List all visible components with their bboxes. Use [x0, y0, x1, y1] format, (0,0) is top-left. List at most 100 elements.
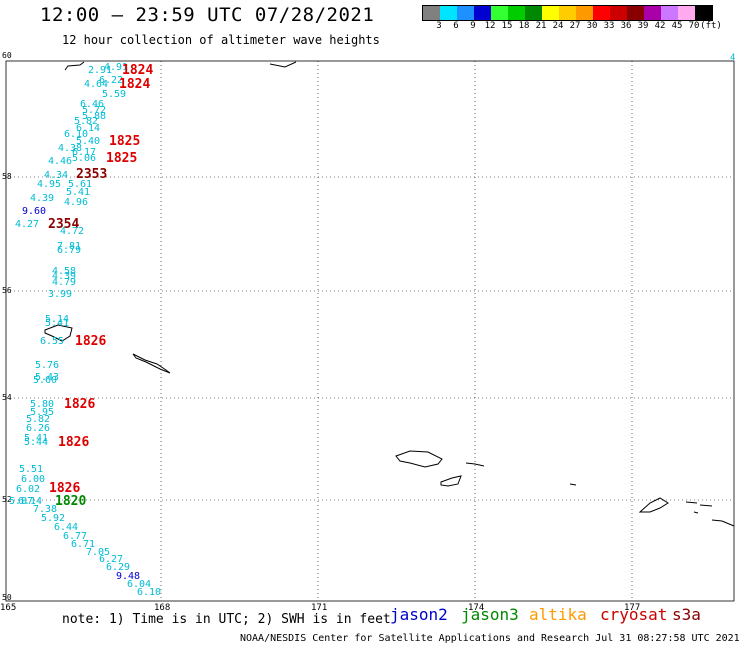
wave-height-observation: 1825	[109, 134, 140, 149]
coastlines	[44, 61, 735, 527]
colorbar-swatch	[695, 6, 712, 20]
colorbar-label: 42	[654, 21, 666, 31]
wave-height-observation: 6.77	[63, 531, 87, 542]
colorbar-swatch	[661, 6, 678, 20]
colorbar-label: 3	[436, 21, 442, 31]
map-title: 12:00 – 23:59 UTC 07/28/2021	[40, 4, 375, 26]
wave-height-observation: 1826	[58, 435, 89, 450]
colorbar-label: 15	[501, 21, 513, 31]
wave-height-observation: 4.96	[64, 197, 88, 208]
island-semichi	[440, 475, 462, 487]
latitude-label: 60	[2, 51, 12, 60]
coastline-north	[269, 61, 297, 68]
wave-height-observation: 6.46	[80, 99, 104, 110]
edge-label: 4	[730, 53, 736, 63]
latitude-label: 56	[2, 286, 12, 295]
wave-height-observation: 2.91	[88, 65, 112, 76]
wave-height-observation: 6.14	[76, 123, 100, 134]
wave-height-observation: 5.40	[76, 136, 100, 147]
wave-height-observation: 5.80	[30, 399, 54, 410]
colorbar-label: 27	[569, 21, 581, 31]
colorbar-label: 36	[620, 21, 632, 31]
wave-height-observation: 5.95	[30, 407, 54, 418]
longitude-label: 165	[0, 603, 16, 613]
colorbar-label: 30	[586, 21, 598, 31]
wave-height-observation: 9.48	[116, 571, 140, 582]
island-kiska	[638, 497, 669, 513]
colorbar-label: 33	[603, 21, 615, 31]
map-subtitle: 12 hour collection of altimeter wave hei…	[62, 33, 380, 47]
colorbar-swatch	[576, 6, 593, 20]
legend-jason3: jason3	[461, 605, 519, 624]
latitude-label: 52	[2, 495, 12, 504]
colorbar-label: 9	[470, 21, 476, 31]
wave-height-observation: 1826	[49, 481, 80, 496]
latitude-labels: 60 58 56 54 52 50	[2, 51, 12, 602]
colorbar-label: 18	[518, 21, 530, 31]
colorbar-swatch	[593, 6, 610, 20]
wave-height-observation: 5.06	[72, 153, 96, 164]
islet-4	[693, 511, 699, 514]
wave-height-observation: 1824	[122, 63, 153, 78]
wave-height-observation: 4.34	[44, 170, 68, 181]
island-agattu	[465, 462, 485, 467]
wave-height-observation: 6.55	[40, 336, 64, 347]
map-grid	[6, 61, 734, 601]
wave-height-observation: 6.00	[21, 474, 45, 485]
islet-2	[685, 501, 698, 504]
wave-height-observation: 6.26	[26, 423, 50, 434]
latitude-label: 58	[2, 172, 12, 181]
wave-height-observation: 6.14	[18, 496, 42, 507]
colorbar-label: 24	[552, 21, 564, 31]
legend-cryosat: cryosat	[600, 605, 668, 624]
wave-height-observation: 4.46	[48, 156, 72, 167]
colorbar-label: 6	[453, 21, 459, 31]
wave-height-observation: 6.04	[127, 579, 151, 590]
wave-height-observation: 6.79	[57, 245, 81, 256]
wave-height-observation: 4.58	[52, 266, 76, 277]
wave-height-observation: 5.43	[35, 372, 59, 383]
colorbar-swatch	[525, 6, 542, 20]
latitude-label: 54	[2, 393, 12, 402]
island-bering	[44, 324, 73, 342]
colorbar-label: 12	[484, 21, 496, 31]
credit-line: NOAA/NESDIS Center for Satellite Applica…	[240, 633, 740, 644]
legend-altika: altika	[529, 605, 587, 624]
colorbar-swatch	[644, 6, 661, 20]
colorbar-label: (ft)	[700, 21, 722, 31]
wave-height-observation: 5.51	[19, 464, 43, 475]
map-frame	[5, 60, 735, 602]
footnote: note: 1) Time is in UTC; 2) SWH is in fe…	[62, 612, 391, 627]
island-medny	[132, 353, 171, 374]
island-attu	[395, 450, 443, 468]
wave-height-observation: 4.95	[37, 179, 61, 190]
wave-height-observation: 5.82	[26, 414, 50, 425]
wave-height-observation: 4.91	[104, 62, 128, 73]
wave-height-observation: 5.14	[45, 314, 69, 325]
islet-3	[699, 504, 713, 507]
wave-height-observation: 5.61	[68, 179, 92, 190]
wave-height-observation: 1824	[119, 77, 150, 92]
longitude-label: 168	[154, 603, 170, 613]
wave-height-observation: 5.41	[45, 318, 69, 329]
wave-height-observation: 5.44	[24, 437, 48, 448]
wave-height-observation: 4.79	[52, 277, 76, 288]
wave-height-observation: 6.71	[71, 539, 95, 550]
coastline-kamchatka	[64, 61, 85, 71]
wave-height-observation: 6.02	[16, 484, 40, 495]
island-amchitka	[711, 519, 735, 527]
colorbar-label: 45	[671, 21, 683, 31]
longitude-label: 174	[468, 603, 484, 613]
wave-height-observation: 1820	[55, 494, 86, 509]
wave-height-observation: 5.92	[41, 513, 65, 524]
wave-height-observation: 7.05	[86, 547, 110, 558]
islet	[569, 483, 577, 486]
wave-height-observation: 4.39	[30, 193, 54, 204]
colorbar-label: 39	[637, 21, 649, 31]
colorbar-swatch	[610, 6, 627, 20]
wave-height-observation: 6.10	[137, 587, 161, 598]
latitude-label: 50	[2, 593, 12, 602]
wave-height-observation: 1826	[64, 397, 95, 412]
